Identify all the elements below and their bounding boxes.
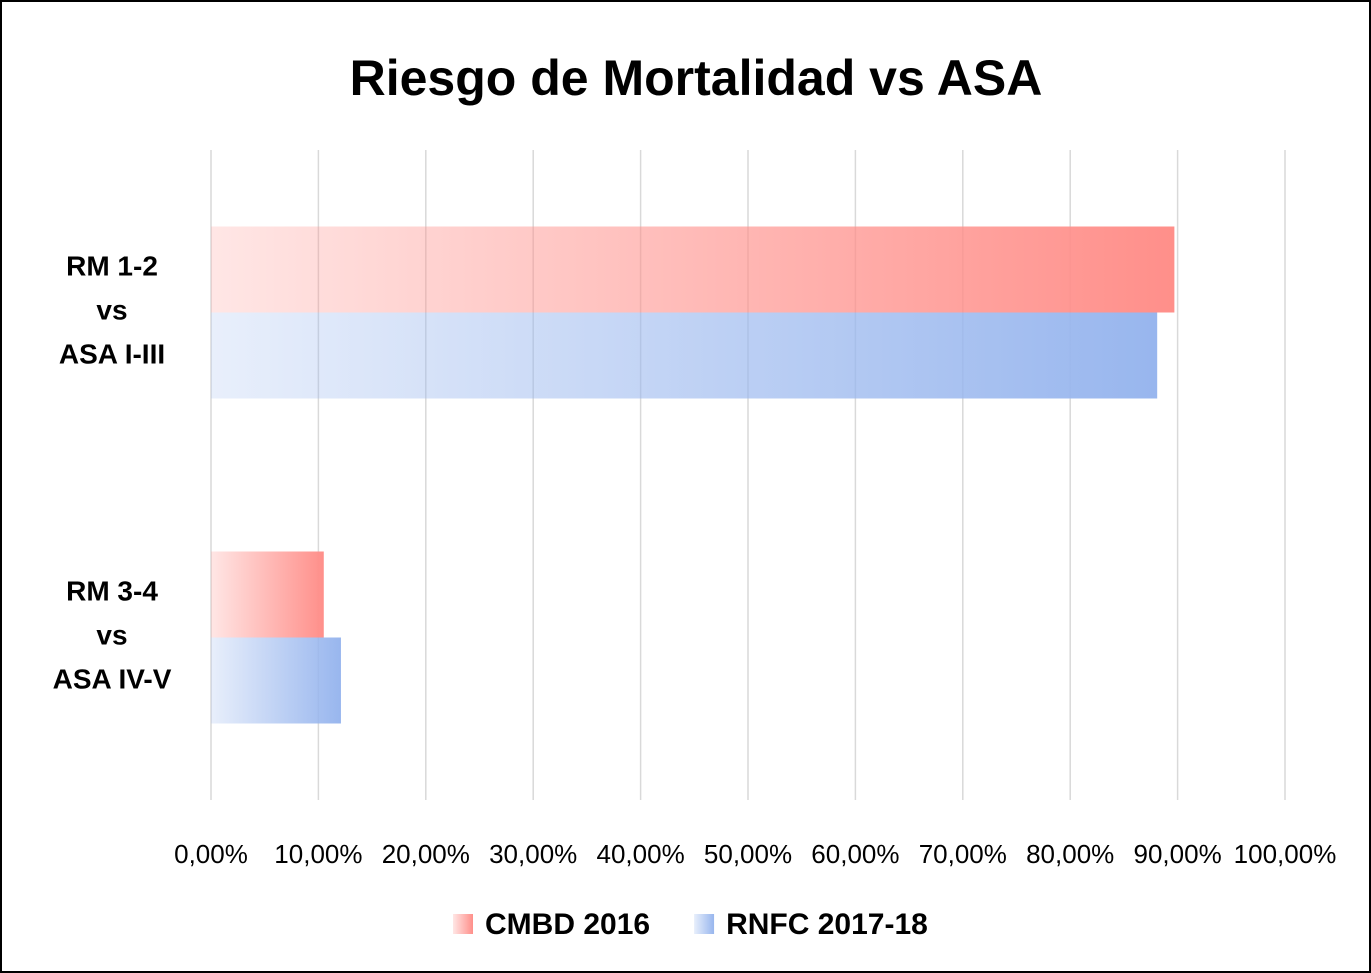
x-tick-label: 80,00% [1026,839,1114,869]
y-tick-label: RM 1-2 vs ASA I-III [59,251,165,370]
bar [211,226,1175,313]
x-tick-label: 20,00% [382,839,470,869]
y-tick-label: RM 3-4 vs ASA IV-V [53,576,172,695]
chart-title: Riesgo de Mortalidad vs ASA [350,50,1043,106]
bar [211,551,324,638]
legend-label: RNFC 2017-18 [726,908,928,941]
bar [211,312,1158,399]
x-tick-label: 40,00% [597,839,685,869]
x-tick-label: 60,00% [811,839,899,869]
legend-swatch [694,914,715,934]
x-tick-label: 10,00% [274,839,362,869]
bar [211,637,341,724]
x-tick-label: 90,00% [1134,839,1222,869]
x-tick-label: 70,00% [919,839,1007,869]
x-tick-label: 30,00% [489,839,577,869]
x-tick-label: 0,00% [174,839,248,869]
x-tick-label: 50,00% [704,839,792,869]
x-tick-label: 100,00% [1234,839,1337,869]
legend-swatch [453,914,473,934]
legend-label: CMBD 2016 [485,908,650,941]
